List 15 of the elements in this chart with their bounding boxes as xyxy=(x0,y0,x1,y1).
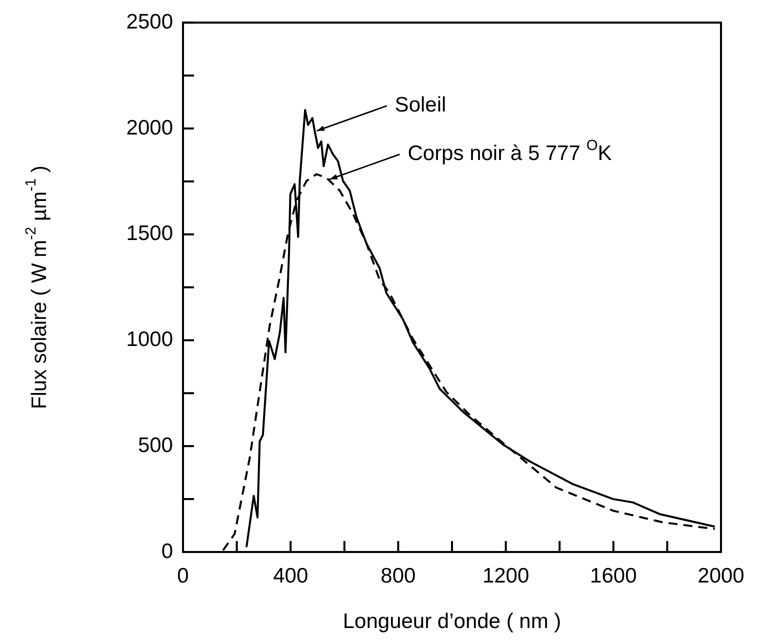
x-axis-title: Longueur d’onde ( nm ) xyxy=(342,610,562,633)
x-tick-label: 1600 xyxy=(590,564,637,588)
y-tick-label: 0 xyxy=(161,540,173,563)
y-tick-label: 2500 xyxy=(126,10,173,34)
x-tick-label: 0 xyxy=(177,564,189,588)
y-tick-label: 500 xyxy=(138,434,173,457)
x-tick-label: 800 xyxy=(380,564,416,588)
y-tick-label: 2000 xyxy=(126,116,173,140)
y-axis-title: Flux solaire ( W m-2 µm-1 ) xyxy=(24,166,51,410)
y-tick-label: 1000 xyxy=(126,328,173,352)
x-tick-label: 1200 xyxy=(482,564,530,588)
y-tick-label: 1500 xyxy=(126,222,173,246)
x-tick-label: 400 xyxy=(273,564,308,588)
annotation: Soleil xyxy=(394,94,446,117)
x-tick-label: 2000 xyxy=(698,564,744,588)
